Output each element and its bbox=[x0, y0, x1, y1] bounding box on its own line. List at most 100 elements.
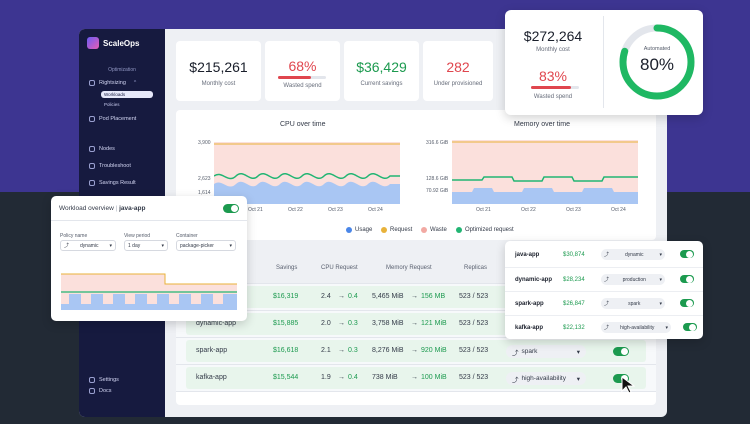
link-icon: ⤴ bbox=[604, 325, 610, 331]
waste-progress-track bbox=[278, 76, 326, 79]
chevron-down-icon: ▾ bbox=[659, 300, 662, 307]
cell-name[interactable]: dynamic-app bbox=[196, 320, 237, 327]
popup-title: Workload overview | java-app bbox=[59, 205, 145, 212]
sidebar-item-pod-placement[interactable]: Pod Placement bbox=[89, 116, 136, 122]
cell-savings: $16,618 bbox=[273, 347, 299, 354]
select-value: high-availability bbox=[620, 324, 655, 331]
th-replicas[interactable]: Replicas bbox=[464, 265, 488, 271]
policy-select[interactable]: ⤴ spark ▾ bbox=[506, 345, 586, 358]
stat-card-wasted-spend: 68% Wasted spend bbox=[265, 41, 340, 101]
policy-row-toggle[interactable] bbox=[683, 323, 697, 331]
container-select[interactable]: package-picker ▾ bbox=[176, 240, 236, 251]
legend-swatch bbox=[381, 227, 387, 233]
sidebar-section-title: Optimization bbox=[108, 67, 136, 73]
troubleshoot-icon bbox=[89, 163, 95, 169]
automation-toggle[interactable] bbox=[613, 347, 629, 356]
divider bbox=[603, 16, 604, 108]
arrow-icon: → bbox=[338, 347, 345, 354]
chevron-up-icon: ^ bbox=[133, 80, 137, 86]
legend-label: Waste bbox=[430, 227, 447, 233]
select-value: production bbox=[622, 276, 646, 283]
container-label: Container bbox=[176, 233, 198, 239]
policy-row-name: dynamic-app bbox=[515, 277, 553, 283]
policy-row-toggle[interactable] bbox=[680, 299, 694, 307]
summary-card: $272,264 Monthly cost 83% Wasted spend A… bbox=[505, 10, 703, 115]
policy-card: java-app $30,874 ⤴ dynamic ▾ dynamic-app… bbox=[505, 241, 703, 339]
policy-row[interactable]: spark-app $26,847 ⤴ spark ▾ bbox=[505, 291, 703, 315]
policy-select[interactable]: ⤴ high-availability ▾ bbox=[506, 372, 586, 385]
table-row[interactable]: kafka-app $15,544 1.9 → 0.4 738 MiB → 10… bbox=[176, 365, 656, 392]
rightsizing-icon bbox=[89, 80, 95, 86]
cell-replicas: 523 / 523 bbox=[459, 320, 489, 327]
sidebar-item-docs[interactable]: Docs bbox=[89, 388, 112, 394]
sidebar-item-nodes[interactable]: Nodes bbox=[89, 146, 115, 152]
arrow-icon: → bbox=[338, 293, 345, 300]
th-cpu-request[interactable]: CPU Request bbox=[321, 265, 358, 271]
sidebar-item-label: Rightsizing bbox=[99, 80, 126, 86]
policy-value: spark bbox=[521, 348, 538, 355]
arrow-icon: → bbox=[411, 374, 418, 381]
mem-ytick: 316.6 GiB bbox=[426, 140, 449, 146]
policy-row[interactable]: kafka-app $22,132 ⤴ high-availability ▾ bbox=[505, 315, 703, 339]
sidebar-item-label: Pod Placement bbox=[99, 116, 137, 122]
mem-optimized-line bbox=[452, 176, 638, 182]
policy-row-select[interactable]: ⤴ dynamic ▾ bbox=[601, 249, 665, 260]
policy-row[interactable]: java-app $30,874 ⤴ dynamic ▾ bbox=[505, 243, 703, 267]
cpu-ytick: 1,614 bbox=[198, 190, 211, 196]
sidebar-sub-policies[interactable]: Policies bbox=[104, 102, 120, 107]
policy-row-select[interactable]: ⤴ production ▾ bbox=[601, 274, 665, 285]
sidebar-item-rightsizing[interactable]: Rightsizing ^ bbox=[89, 80, 136, 86]
th-memory-request[interactable]: Memory Request bbox=[386, 265, 432, 271]
view-period-select[interactable]: 1 day ▾ bbox=[124, 240, 168, 251]
policy-row-toggle[interactable] bbox=[680, 275, 694, 283]
popup-automation-toggle[interactable] bbox=[223, 204, 239, 213]
gear-icon bbox=[89, 377, 95, 383]
cpu-optimized-line bbox=[214, 173, 400, 180]
cell-cpu-to: 0.3 bbox=[348, 347, 358, 354]
waste-progress-fill bbox=[278, 76, 311, 79]
policy-row-toggle[interactable] bbox=[680, 250, 694, 258]
workload-overview-popup: Workload overview | java-app Policy name… bbox=[51, 196, 247, 321]
policy-row[interactable]: dynamic-app $28,234 ⤴ production ▾ bbox=[505, 267, 703, 291]
select-value: dynamic bbox=[79, 242, 99, 249]
cell-replicas: 523 / 523 bbox=[459, 347, 489, 354]
sidebar-item-label: Nodes bbox=[99, 146, 115, 152]
link-icon: ⤴ bbox=[604, 301, 610, 307]
policy-row-savings: $30,874 bbox=[563, 252, 585, 258]
cell-savings: $15,544 bbox=[273, 374, 299, 381]
sidebar-item-label: Settings bbox=[99, 377, 119, 383]
legend-request: Request bbox=[381, 227, 412, 233]
chevron-down-icon: ▾ bbox=[229, 242, 232, 249]
summary-cost-value: $272,264 bbox=[523, 28, 583, 44]
policy-row-select[interactable]: ⤴ high-availability ▾ bbox=[601, 322, 671, 333]
policy-row-select[interactable]: ⤴ spark ▾ bbox=[601, 298, 665, 309]
cell-cpu-from: 2.0 bbox=[321, 320, 331, 327]
sidebar-item-settings[interactable]: Settings bbox=[89, 377, 119, 383]
mouse-cursor-icon bbox=[621, 376, 635, 394]
cell-cpu-to: 0.4 bbox=[348, 374, 358, 381]
sidebar-item-label: Docs bbox=[99, 388, 112, 394]
mem-ytick: 70.92 GiB bbox=[426, 188, 449, 194]
mem-xtick: Oct 23 bbox=[566, 207, 581, 213]
table-row[interactable]: spark-app $16,618 2.1 → 0.3 8,276 MiB → … bbox=[176, 338, 656, 365]
nodes-icon bbox=[89, 146, 95, 152]
sidebar-item-savings-result[interactable]: Savings Result bbox=[89, 180, 136, 186]
cell-savings: $16,319 bbox=[273, 293, 299, 300]
cell-mem-to: 156 MB bbox=[421, 293, 446, 300]
cell-cpu-to: 0.3 bbox=[348, 320, 358, 327]
chevron-down-icon: ▾ bbox=[665, 324, 668, 331]
automated-value: 80% bbox=[639, 55, 675, 74]
link-icon: ⤴ bbox=[512, 349, 519, 357]
cell-mem-from: 8,276 MiB bbox=[372, 347, 404, 354]
select-value: package-picker bbox=[180, 242, 214, 249]
mini-request-line bbox=[61, 273, 237, 285]
mem-xtick: Oct 22 bbox=[521, 207, 536, 213]
sidebar-item-troubleshoot[interactable]: Troubleshoot bbox=[89, 163, 131, 169]
cell-name[interactable]: spark-app bbox=[196, 347, 228, 354]
sidebar-item-label: Troubleshoot bbox=[99, 163, 131, 169]
policy-name-select[interactable]: ⤴ dynamic ▾ bbox=[60, 240, 116, 251]
th-savings[interactable]: Savings bbox=[276, 265, 298, 271]
sidebar-sub-workloads[interactable]: Workloads bbox=[101, 91, 153, 98]
charts-card: CPU over time 3,900 2,623 1,614 Oct 21 O… bbox=[176, 110, 656, 240]
cell-name[interactable]: kafka-app bbox=[196, 374, 227, 381]
